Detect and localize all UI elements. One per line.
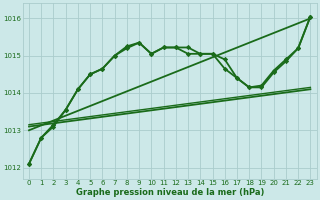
X-axis label: Graphe pression niveau de la mer (hPa): Graphe pression niveau de la mer (hPa) bbox=[76, 188, 264, 197]
